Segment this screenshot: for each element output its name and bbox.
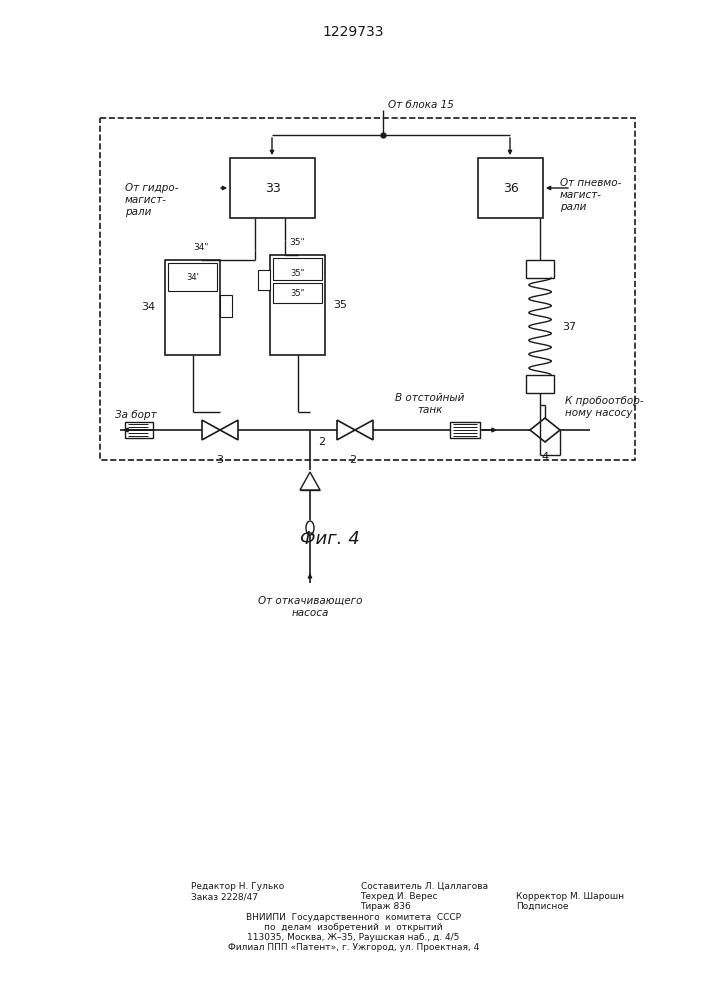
Bar (165, 260, 220, 355)
Text: ВНИИПИ  Государственного  комитета  СССР: ВНИИПИ Государственного комитета СССР (246, 913, 461, 922)
Bar (273, 258, 322, 280)
Text: Подписное: Подписное (516, 902, 568, 911)
Bar (478, 158, 543, 218)
Bar (450, 422, 480, 438)
Text: 35": 35" (290, 238, 305, 247)
Text: Корректор М. Шарошн: Корректор М. Шарошн (516, 892, 624, 901)
Text: В отстойный
танк: В отстойный танк (395, 393, 464, 415)
Text: 34: 34 (141, 302, 155, 312)
Text: От пневмо-
магист-
рали: От пневмо- магист- рали (560, 178, 621, 212)
Text: За борт: За борт (115, 410, 157, 420)
Text: От блока 15: От блока 15 (388, 100, 454, 110)
Text: 1229733: 1229733 (322, 25, 384, 39)
Text: 34': 34' (186, 272, 199, 282)
Text: по  делам  изобретений  и  открытий: по делам изобретений и открытий (264, 923, 443, 932)
Bar (125, 422, 153, 438)
Text: 35": 35" (291, 268, 305, 277)
Text: 2: 2 (318, 437, 325, 447)
Polygon shape (300, 472, 320, 490)
Text: 2: 2 (349, 455, 356, 465)
Text: 33: 33 (264, 182, 281, 194)
Bar (258, 270, 270, 290)
Text: Техред И. Верес: Техред И. Верес (361, 892, 438, 901)
Bar (220, 295, 232, 317)
Text: Редактор Н. Гулько: Редактор Н. Гулько (191, 882, 284, 891)
Bar (526, 375, 554, 393)
Text: 35: 35 (333, 300, 347, 310)
Bar (100, 118, 635, 460)
Text: К пробоотбор-
ному насосу: К пробоотбор- ному насосу (565, 396, 643, 418)
Text: От гидро-
магист-
рали: От гидро- магист- рали (125, 183, 178, 217)
Text: 36: 36 (503, 182, 518, 194)
Text: 3: 3 (216, 455, 223, 465)
Polygon shape (202, 420, 220, 440)
Text: Филиал ППП «Патент», г. Ужгород, ул. Проектная, 4: Филиал ППП «Патент», г. Ужгород, ул. Про… (228, 943, 479, 952)
Text: 4: 4 (542, 452, 549, 462)
Bar (230, 158, 315, 218)
Bar (168, 263, 217, 291)
Text: Составитель Л. Цаллагова: Составитель Л. Цаллагова (361, 882, 488, 891)
Polygon shape (355, 420, 373, 440)
Text: 113035, Москва, Ж–35, Раушская наб., д. 4/5: 113035, Москва, Ж–35, Раушская наб., д. … (247, 933, 460, 942)
Ellipse shape (306, 521, 314, 535)
Text: Фиг. 4: Фиг. 4 (300, 530, 360, 548)
Bar (526, 260, 554, 278)
Polygon shape (220, 420, 238, 440)
Polygon shape (337, 420, 355, 440)
Text: Тираж 836: Тираж 836 (361, 902, 411, 911)
Text: 35": 35" (291, 288, 305, 298)
Bar (270, 255, 325, 355)
Text: Заказ 2228/47: Заказ 2228/47 (191, 892, 258, 901)
Text: 34": 34" (193, 243, 209, 252)
Bar (273, 283, 322, 303)
Text: От откачивающего
насоса: От откачивающего насоса (258, 596, 362, 618)
Polygon shape (530, 418, 560, 442)
Text: 37: 37 (562, 322, 576, 332)
